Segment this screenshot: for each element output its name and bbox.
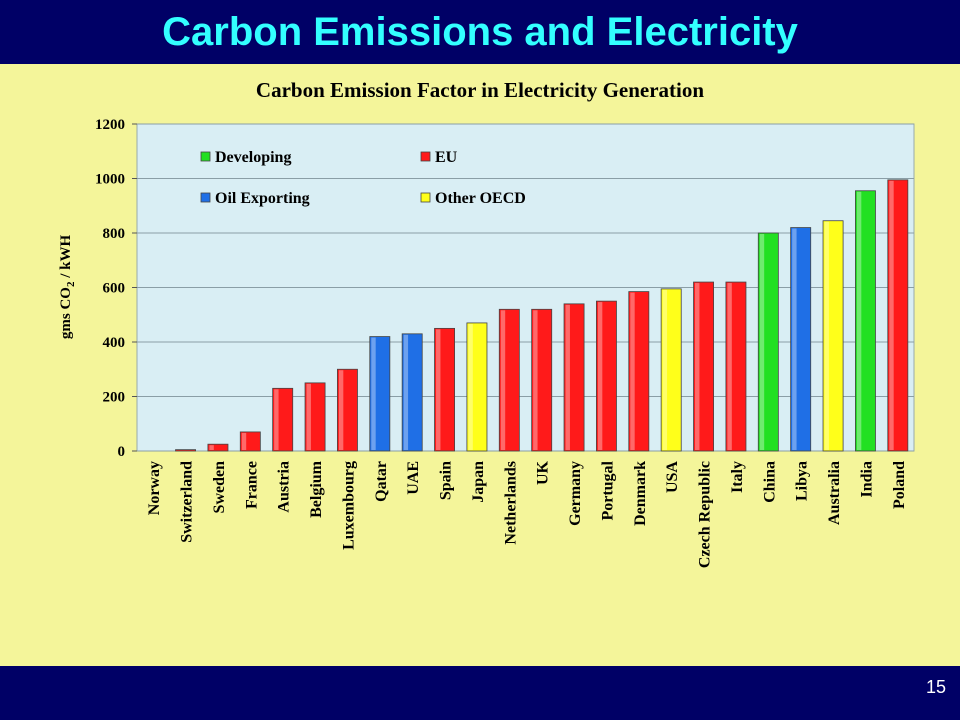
- bar-highlight: [565, 304, 570, 450]
- bar: [207, 443, 229, 452]
- bar: [887, 179, 909, 452]
- y-axis-ticks: 0 200 400 600 800 1000 1200: [95, 117, 137, 460]
- page-number: 15: [925, 677, 946, 697]
- bar-highlight: [306, 383, 311, 450]
- x-tick-label: Norway: [146, 461, 163, 515]
- x-tick-label: Italy: [729, 461, 746, 493]
- bar: [304, 382, 326, 452]
- x-tick-label: USA: [664, 461, 681, 493]
- bar-highlight: [403, 334, 409, 450]
- legend: Developing EU Oil Exporting Other OECD: [200, 149, 526, 207]
- bar: [725, 281, 747, 452]
- x-tick-label: Belgium: [308, 460, 325, 518]
- x-tick-label: UAE: [405, 461, 422, 495]
- bar-highlight: [695, 283, 700, 450]
- bar: [660, 288, 682, 452]
- y-tick-label: 800: [103, 226, 126, 242]
- bar-highlight: [597, 302, 603, 450]
- x-tick-label: Germany: [567, 461, 584, 526]
- legend-label: Other OECD: [435, 190, 526, 207]
- title-bar: [0, 0, 960, 64]
- legend-label: Developing: [215, 149, 291, 166]
- bar-highlight: [856, 191, 862, 450]
- bar: [790, 227, 812, 452]
- legend-swatch: [200, 192, 211, 203]
- slide-title: Carbon Emissions and Electricity: [162, 10, 798, 54]
- x-tick-label: France: [243, 461, 260, 509]
- bar: [628, 291, 650, 452]
- y-tick-label: 600: [103, 281, 126, 297]
- x-tick-label: Austria: [276, 461, 293, 513]
- emission-factor-chart: Carbon Emission Factor in Electricity Ge…: [58, 78, 915, 568]
- bar-highlight: [759, 234, 765, 450]
- bar-highlight: [630, 292, 635, 450]
- bar-highlight: [500, 310, 506, 450]
- bar: [855, 190, 876, 452]
- bar: [693, 281, 714, 452]
- bar: [498, 308, 520, 452]
- legend-swatch: [420, 151, 431, 162]
- bar: [175, 449, 196, 452]
- bar-highlight: [241, 432, 247, 450]
- x-tick-label: China: [761, 461, 778, 503]
- bar: [596, 300, 617, 452]
- y-tick-label: 1200: [95, 117, 125, 133]
- y-tick-label: 400: [103, 335, 126, 351]
- bar-highlight: [792, 228, 797, 450]
- y-axis-label: gms CO2 / kWH: [58, 235, 77, 340]
- x-tick-label: Portugal: [599, 460, 616, 520]
- x-tick-label: Spain: [438, 461, 455, 500]
- gridlines: [137, 123, 914, 452]
- legend-swatch: [420, 192, 431, 203]
- x-axis-labels: Norway Switzerland Sweden France Austria Belg…: [146, 460, 908, 568]
- y-tick-label: 200: [103, 390, 126, 406]
- bars: [175, 179, 909, 452]
- x-tick-label: Luxembourg: [340, 461, 357, 550]
- bar: [434, 327, 455, 452]
- bar-highlight: [727, 283, 732, 450]
- footer-bar: [0, 666, 960, 720]
- bar-highlight: [824, 221, 829, 450]
- bar: [401, 333, 423, 452]
- x-tick-label: Switzerland: [179, 461, 196, 543]
- x-tick-label: Sweden: [211, 461, 228, 514]
- bar: [369, 336, 391, 452]
- x-tick-label: UK: [535, 460, 552, 485]
- chart-title: Carbon Emission Factor in Electricity Ge…: [256, 78, 704, 102]
- x-tick-label: Denmark: [632, 461, 649, 526]
- bar-highlight: [468, 323, 473, 450]
- bar-highlight: [338, 370, 344, 450]
- bar: [563, 303, 585, 452]
- x-tick-label: Netherlands: [502, 461, 519, 545]
- y-tick-label: 0: [118, 444, 126, 460]
- bar-highlight: [436, 329, 441, 450]
- bar-highlight: [662, 289, 668, 450]
- x-tick-label: Qatar: [373, 461, 390, 502]
- bar: [239, 431, 261, 452]
- bar-highlight: [209, 445, 214, 450]
- bar-highlight: [371, 337, 376, 450]
- bar: [757, 232, 779, 452]
- bar: [531, 308, 553, 452]
- x-tick-label: Poland: [891, 461, 908, 509]
- bar: [272, 387, 294, 452]
- y-tick-label: 1000: [95, 172, 125, 188]
- legend-swatch: [200, 151, 211, 162]
- x-tick-label: Japan: [470, 461, 487, 503]
- bar-highlight: [889, 180, 894, 451]
- legend-label: Oil Exporting: [215, 190, 310, 207]
- bar: [822, 220, 844, 452]
- bar: [466, 322, 488, 452]
- bar-highlight: [274, 389, 279, 450]
- x-tick-label: Czech Republic: [697, 461, 714, 568]
- x-tick-label: India: [858, 461, 875, 497]
- legend-label: EU: [435, 149, 458, 166]
- x-tick-label: Australia: [826, 461, 843, 525]
- x-tick-label: Libya: [794, 461, 811, 501]
- bar: [337, 368, 358, 452]
- bar-highlight: [533, 310, 538, 450]
